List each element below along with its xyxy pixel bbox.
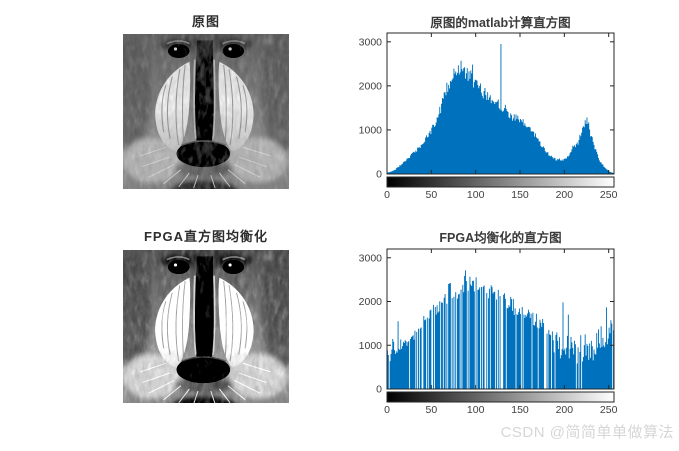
equalized-histogram-chart: FPGA均衡化的直方图 0 50 100 150 200 250 0 1000 2000 3000	[359, 230, 618, 416]
svg-text:250: 250	[600, 404, 618, 416]
svg-text:0: 0	[384, 404, 390, 416]
original-histogram-chart: 原图的matlab计算直方图 0 50 100 150 200 250 0 1000 2000 30…	[359, 15, 618, 201]
svg-text:1000: 1000	[359, 340, 383, 352]
svg-text:50: 50	[425, 404, 437, 416]
svg-text:100: 100	[467, 404, 485, 416]
equalized-image	[123, 250, 289, 403]
csdn-watermark: CSDN @简简单单做算法	[500, 424, 674, 441]
svg-text:3000: 3000	[359, 36, 383, 48]
svg-text:原图的matlab计算直方图: 原图的matlab计算直方图	[430, 15, 570, 30]
svg-text:2000: 2000	[359, 80, 383, 92]
svg-text:0: 0	[384, 189, 390, 201]
svg-text:0: 0	[376, 384, 382, 396]
svg-text:50: 50	[425, 189, 437, 201]
svg-text:150: 150	[511, 189, 529, 201]
svg-text:1000: 1000	[359, 124, 383, 136]
svg-text:2000: 2000	[359, 296, 383, 308]
svg-text:200: 200	[556, 189, 574, 201]
original-image	[123, 34, 289, 189]
equalized-image-title: FPGA直方图均衡化	[143, 229, 269, 244]
svg-text:100: 100	[467, 189, 485, 201]
svg-text:250: 250	[600, 189, 618, 201]
svg-text:FPGA均衡化的直方图: FPGA均衡化的直方图	[439, 230, 561, 245]
svg-text:150: 150	[511, 404, 529, 416]
svg-text:0: 0	[376, 169, 382, 181]
svg-text:3000: 3000	[359, 252, 383, 264]
svg-text:200: 200	[556, 404, 574, 416]
original-image-title: 原图	[191, 14, 220, 29]
